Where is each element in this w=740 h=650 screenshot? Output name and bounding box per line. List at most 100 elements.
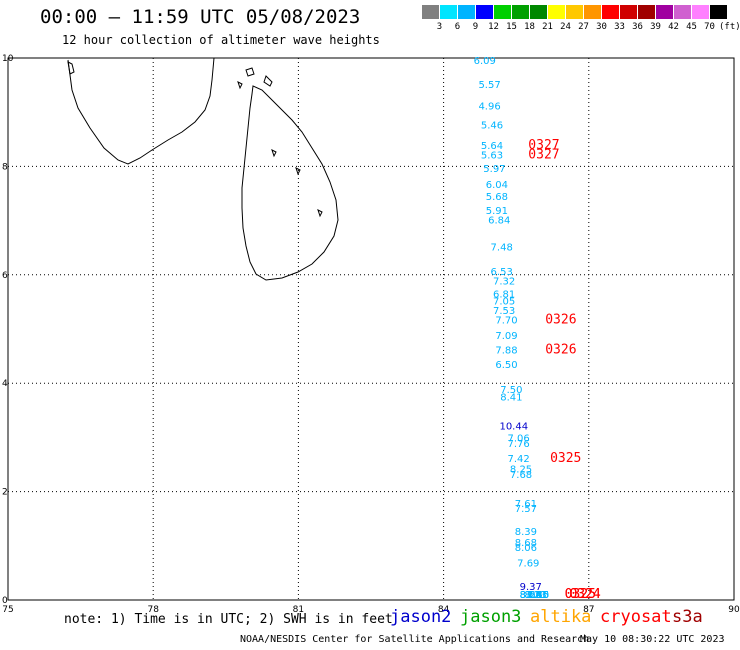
y-tick-label: 0 (2, 596, 8, 606)
generation-timestamp: May 10 08:30:22 UTC 2023 (580, 634, 725, 645)
y-tick-label: 8 (2, 162, 8, 172)
wave-height-value: 8.39 (515, 527, 537, 538)
legend-label: 30 (596, 22, 607, 32)
legend-label: 18 (524, 22, 535, 32)
observations: 6.09 5.57 4.96 5.46 5.645.63 5.97 6.045.68 5.91… (474, 56, 550, 601)
x-tick-label: 87 (583, 605, 594, 615)
legend-swatch (656, 5, 673, 19)
legend-swatch (692, 5, 709, 19)
legend-swatch (566, 5, 583, 19)
legend-swatch (422, 5, 439, 19)
legend-label: 15 (506, 22, 517, 32)
wave-height-value: 5.64 (481, 141, 503, 152)
legend-swatch (530, 5, 547, 19)
legend-label: 70 (704, 22, 715, 32)
islet (67, 61, 75, 75)
satellite-s3a: s3a (672, 607, 703, 627)
pass-time-label: 0325 (565, 587, 596, 602)
wave-height-value: 9.37 (520, 582, 542, 593)
pass-time-label: 0327 (528, 147, 559, 162)
wave-height-value: 6.84 (488, 215, 510, 226)
satellite-jason3: jason3 (460, 607, 522, 627)
satellite-altika: altika (530, 607, 592, 627)
wave-height-value: 8.26 (520, 590, 542, 601)
wave-height-value: 7.50 (500, 385, 522, 396)
india-coastline (67, 57, 215, 165)
wave-height-value: 8.16 (527, 590, 549, 601)
wave-height-value: 8.64 (520, 590, 542, 601)
wave-height-value: 7.55 (527, 590, 549, 601)
wave-height-value: 6.09 (474, 56, 496, 67)
wave-height-value: 6.50 (495, 360, 517, 371)
wave-height-value: 7.42 (507, 454, 529, 465)
legend-label: 12 (488, 22, 499, 32)
legend-swatch (476, 5, 493, 19)
pass-time-label: 0325 (550, 451, 581, 466)
legend-label: 33 (614, 22, 625, 32)
wave-height-value: 8.25 (510, 465, 532, 476)
chart-title: 00:00 – 11:59 UTC 05/08/2023 (40, 6, 361, 28)
legend-swatch (602, 5, 619, 19)
legend-label: (ft) (719, 22, 740, 32)
islet (271, 149, 277, 158)
islet (245, 67, 255, 77)
wave-height-value: 6.81 (493, 290, 515, 301)
legend-swatch (440, 5, 457, 19)
legend-swatch (638, 5, 655, 19)
satellite-cryosat: cryosat (600, 607, 672, 627)
wave-height-value: 5.68 (486, 192, 508, 203)
x-tick-label: 84 (438, 605, 450, 615)
wave-height-value: 5.97 (483, 164, 505, 175)
wave-height-value: 8.11 (524, 590, 546, 601)
wave-height-value: 7.70 (495, 316, 517, 327)
wave-height-value: 5.91 (486, 206, 508, 217)
wave-height-value: 10.44 (499, 421, 528, 432)
map-grid (7, 57, 735, 601)
wave-height-value: 7.32 (493, 277, 515, 288)
legend-label: 9 (472, 22, 479, 32)
wave-height-value: 6.53 (491, 267, 513, 278)
legend-label: 27 (578, 22, 589, 32)
wave-height-value: 7.61 (515, 499, 537, 510)
wave-height-value: 7.76 (507, 439, 529, 450)
pass-time-label: 0324 (569, 587, 600, 602)
legend-swatch (458, 5, 475, 19)
islet (237, 81, 243, 90)
y-tick-label: 10 (2, 54, 14, 64)
wave-height-value: 7.06 (507, 434, 529, 445)
satellite-jason2: jason2 (390, 607, 452, 627)
pass-time-label: 0326 (545, 342, 576, 357)
footer-note: note: 1) Time is in UTC; 2) SWH is in fe… (64, 612, 393, 627)
wave-height-value: 8.06 (515, 543, 537, 554)
x-tick-label: 78 (147, 605, 159, 615)
wave-height-value: 7.30 (527, 590, 549, 601)
wave-height-value: 5.46 (481, 120, 503, 131)
islet (295, 167, 301, 176)
legend-label: 42 (668, 22, 679, 32)
wave-height-value: 7.57 (515, 504, 537, 515)
wave-height-value: 8.09 (520, 590, 542, 601)
y-tick-label: 6 (2, 271, 8, 281)
legend-swatch (620, 5, 637, 19)
legend-swatch (494, 5, 511, 19)
wave-height-value: 7.09 (495, 331, 517, 342)
wave-height-value: 8.23 (524, 590, 546, 601)
map-border (7, 57, 735, 601)
legend-swatch (674, 5, 691, 19)
chart-subtitle: 12 hour collection of altimeter wave hei… (62, 33, 380, 47)
sri-lanka-coastline (241, 85, 339, 281)
pass-time-label: 0326 (545, 313, 576, 328)
wave-height-value: 5.57 (478, 80, 500, 91)
legend-label: 36 (632, 22, 643, 32)
wave-height-value: 5.63 (481, 150, 503, 161)
wave-height-value: 8.68 (515, 538, 537, 549)
wave-height-value: 7.05 (493, 297, 515, 308)
legend-label: 45 (686, 22, 697, 32)
x-tick-label: 75 (2, 605, 13, 615)
legend-swatch (548, 5, 565, 19)
y-tick-label: 4 (2, 379, 8, 389)
legend-label: 39 (650, 22, 661, 32)
wave-height-value: 7.69 (517, 558, 539, 569)
